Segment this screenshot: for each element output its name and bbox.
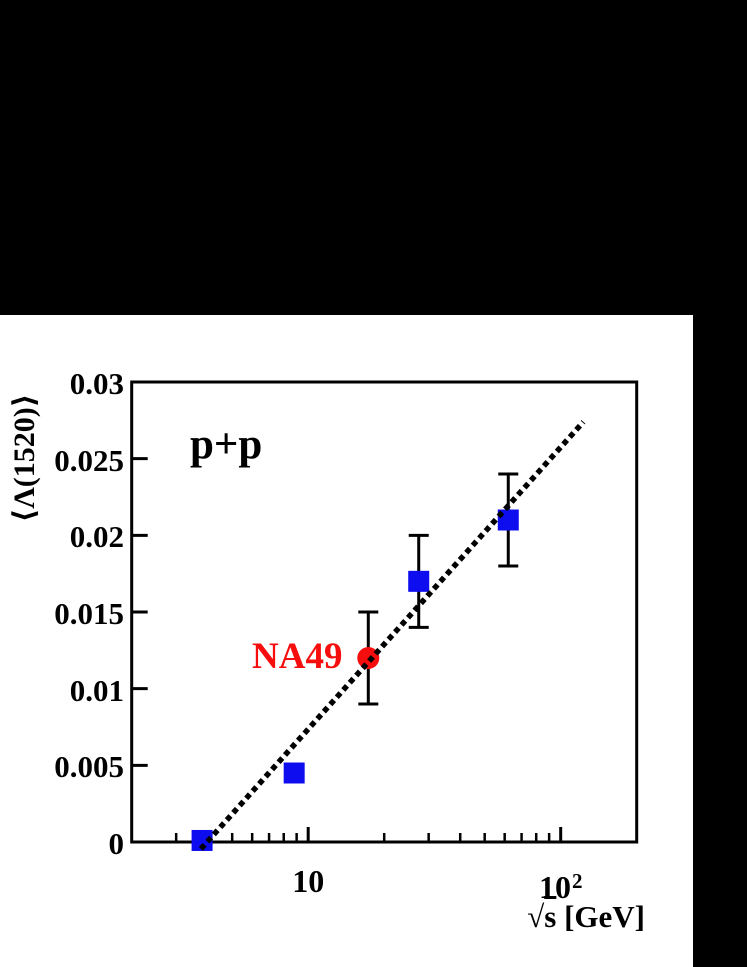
sqrt-symbol: √ <box>527 899 545 934</box>
y-axis-title: ⟨Λ(1520)⟩ <box>8 393 41 523</box>
chart-title: p+p <box>190 421 263 468</box>
fit-line <box>198 420 586 851</box>
data-point-square <box>191 829 213 851</box>
y-tick-label: 0 <box>108 826 125 861</box>
data-point-square <box>408 570 430 592</box>
x-tick-label: 10 <box>292 863 325 899</box>
na49-annotation: NA49 <box>252 636 343 677</box>
letterbox-right <box>693 315 747 967</box>
y-tick-label: 0.015 <box>54 596 124 631</box>
y-tick-label: 0.01 <box>69 672 124 708</box>
data-point-square <box>283 762 305 784</box>
y-tick-label: 0.025 <box>54 442 124 478</box>
x-axis-title: √s [GeV] <box>500 901 645 932</box>
sqrt-radicand: s <box>544 899 557 934</box>
y-tick-label: 0.03 <box>69 366 124 401</box>
x-tick-label: 102 <box>538 869 583 905</box>
y-tick-label: 0.005 <box>54 749 124 785</box>
letterbox-top <box>0 0 747 315</box>
y-tick-label: 0.02 <box>69 519 124 555</box>
x-axis-unit: [GeV] <box>556 899 645 934</box>
